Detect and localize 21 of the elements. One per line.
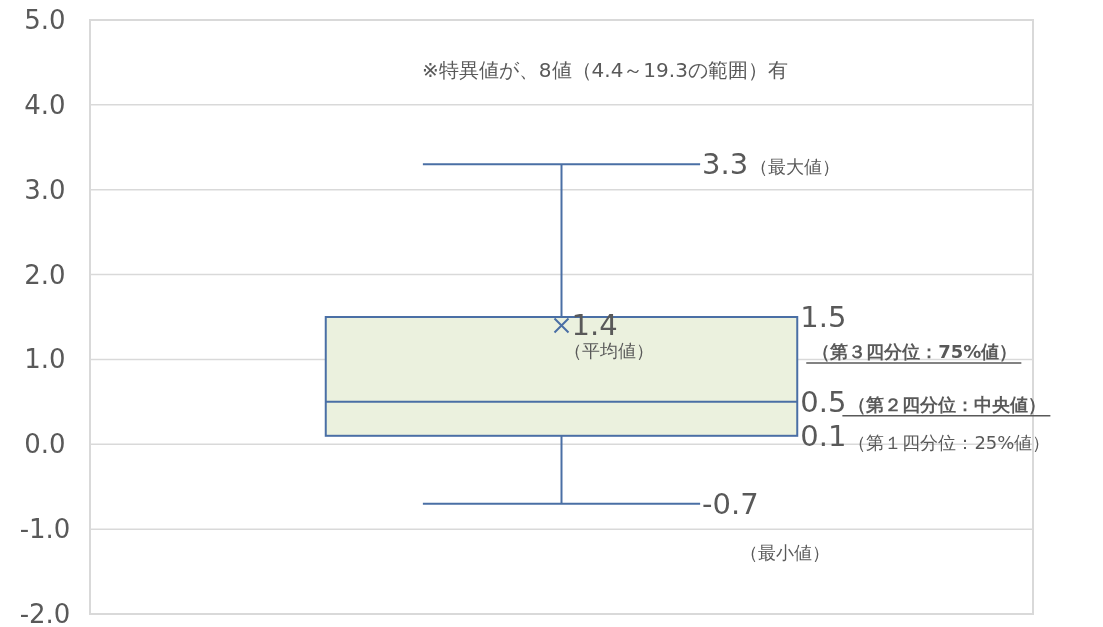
annotation: 1.4 (571, 308, 618, 343)
y-tick-label: -1.0 (19, 514, 71, 545)
y-tick-label: 4.0 (24, 89, 66, 120)
annotation: （平均値） (563, 340, 654, 362)
annotation: 3.3 (702, 147, 749, 182)
annotation: （最大値） (750, 156, 841, 178)
annotation: （第１四分位：25%値） (848, 431, 1051, 453)
annotation: 1.5 (800, 300, 847, 334)
y-tick-label: 0.0 (24, 429, 66, 460)
y-tick-label: 2.0 (24, 259, 66, 290)
annotation: （最小値） (740, 541, 831, 563)
annotation: ※特異値が、8値（4.4～19.3の範囲）有 (422, 58, 788, 82)
annotation: （第２四分位：中央値） (848, 393, 1047, 415)
annotation: -0.7 (702, 486, 759, 521)
annotation: 0.5 (800, 384, 847, 419)
annotation: 0.1 (800, 418, 847, 453)
y-tick-label: -2.0 (19, 599, 71, 627)
annotation: （第３四分位：75%値） (812, 341, 1018, 362)
y-tick-label: 3.0 (24, 174, 66, 205)
y-tick-label: 5.0 (24, 5, 66, 35)
y-tick-label: 1.0 (24, 344, 66, 375)
